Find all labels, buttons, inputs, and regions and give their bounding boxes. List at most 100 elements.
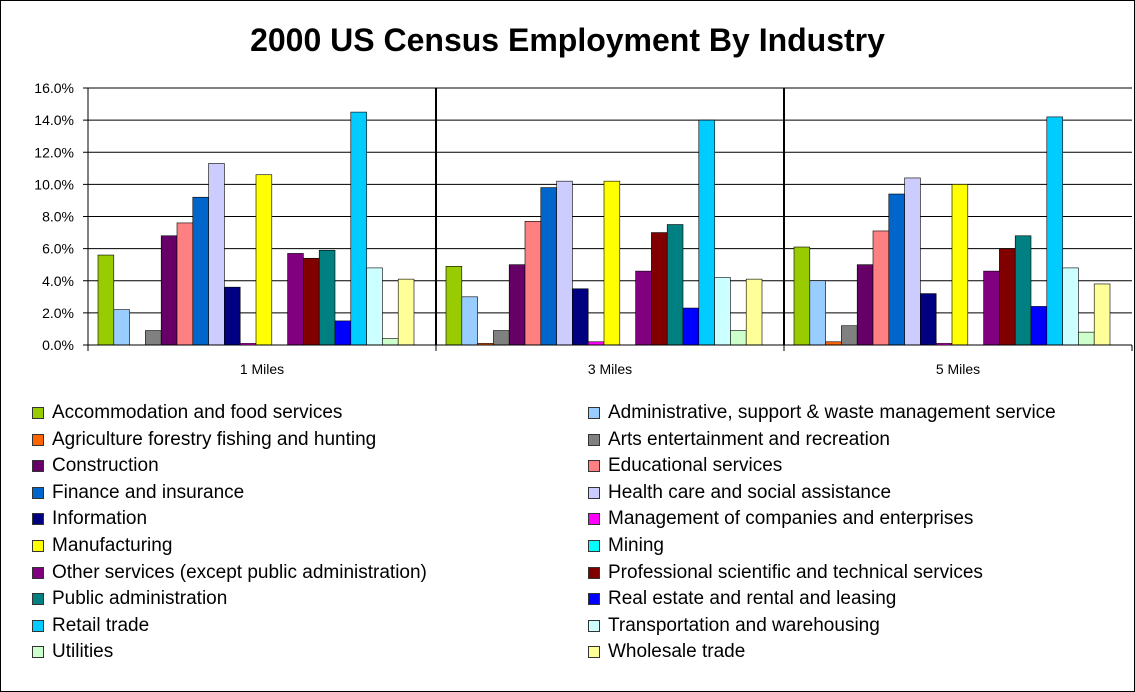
legend-label: Mining	[608, 535, 664, 556]
chart-title: 2000 US Census Employment By Industry	[250, 22, 885, 58]
bar	[160, 235, 178, 346]
legend-swatch	[32, 540, 44, 552]
legend-swatch	[588, 460, 600, 473]
legend-label: Agriculture forestry fishing and hunting	[52, 428, 377, 450]
legend-swatch	[588, 593, 600, 606]
legend-swatch	[32, 460, 44, 473]
y-tick-label: 0.0%	[42, 337, 74, 353]
bar	[904, 177, 921, 346]
legend-label: Public administration	[52, 588, 228, 610]
y-tick-label: 16.0%	[34, 80, 74, 96]
bar	[920, 293, 937, 346]
legend-swatch	[588, 486, 600, 499]
legend-swatch	[32, 407, 44, 419]
bar	[809, 280, 826, 346]
legend-label: Accommodation and food services	[52, 402, 343, 423]
x-tick-label: 5 Miles	[936, 361, 980, 377]
bar	[97, 254, 115, 346]
bar	[603, 180, 621, 346]
bar	[698, 119, 715, 346]
bar	[350, 111, 367, 346]
bar	[999, 248, 1016, 346]
legend-label: Health care and social assistance	[608, 481, 892, 503]
legend-swatch	[588, 433, 600, 446]
bar	[366, 267, 383, 346]
bar	[666, 224, 684, 346]
legend-swatch	[588, 566, 600, 579]
legend-swatch	[32, 433, 44, 446]
bars	[97, 111, 1111, 346]
legend-label: Other services (except public administra…	[52, 561, 427, 583]
y-tick-label: 10.0%	[34, 176, 74, 192]
legend-label: Retail trade	[52, 614, 150, 636]
axes: 0.0% 2.0% 4.0% 6.0% 8.0% 10.0% 12.0% 14.0% 16.0%…	[34, 80, 1133, 377]
legend-label: Real estate and rental and leasing	[608, 588, 897, 610]
bar	[745, 278, 763, 346]
bar	[255, 174, 273, 346]
legend-label: Transportation and warehousing	[608, 614, 880, 636]
bar	[841, 325, 858, 346]
legend-swatch	[588, 407, 600, 419]
legend-swatch	[32, 566, 44, 579]
legend-label: Administrative, support & waste manageme…	[608, 402, 1056, 423]
y-tick-label: 14.0%	[34, 112, 74, 128]
bar	[524, 221, 542, 346]
bar	[397, 278, 415, 346]
bar	[983, 270, 1000, 346]
x-tick-label: 3 Miles	[588, 361, 632, 377]
legend-label: Construction	[52, 455, 159, 477]
plot-area: 0.0% 2.0% 4.0% 6.0% 8.0% 10.0% 12.0% 14.0% 16.0%…	[34, 80, 1133, 377]
bar	[1030, 306, 1048, 346]
y-tick-label: 12.0%	[34, 144, 74, 160]
bar	[1093, 283, 1111, 346]
bar	[287, 253, 304, 346]
bar	[540, 187, 557, 346]
bar	[461, 296, 478, 346]
legend-label: Utilities	[52, 641, 114, 663]
y-tick-label: 6.0%	[42, 241, 74, 257]
legend-label: Professional scientific and technical se…	[608, 561, 983, 583]
legend-swatch	[588, 646, 600, 659]
legend-label: Finance and insurance	[52, 481, 245, 503]
bar	[888, 193, 905, 346]
bar	[145, 330, 162, 346]
legend-label: Information	[52, 508, 148, 530]
bar	[714, 277, 731, 346]
bar	[508, 264, 526, 346]
bar	[1078, 331, 1095, 346]
bar	[793, 246, 811, 346]
legend-swatch	[32, 593, 44, 606]
legend-swatch	[32, 486, 44, 499]
legend-label: Manufacturing	[52, 535, 173, 556]
bar	[572, 288, 589, 346]
legend-label: Management of companies and enterprises	[608, 508, 974, 530]
legend-swatch	[588, 513, 600, 526]
bar	[1046, 116, 1063, 346]
bar	[730, 330, 747, 346]
bar	[1014, 235, 1032, 346]
bar	[951, 184, 969, 346]
legend-swatch	[32, 513, 44, 526]
bar	[318, 249, 336, 346]
legend-label: Wholesale trade	[608, 641, 746, 663]
bar	[445, 265, 463, 346]
bar	[303, 257, 320, 346]
bar	[224, 286, 241, 346]
legend-swatch	[588, 619, 600, 632]
bar	[382, 338, 399, 346]
y-tick-label: 2.0%	[42, 305, 74, 321]
bar	[651, 232, 668, 346]
legend-label: Educational services	[608, 455, 783, 477]
y-tick-label: 8.0%	[42, 209, 74, 225]
bar	[856, 264, 874, 346]
legend-swatch	[32, 646, 44, 659]
bar	[334, 320, 352, 346]
bar	[113, 309, 130, 346]
bar	[635, 270, 652, 346]
y-tick-label: 4.0%	[42, 273, 74, 289]
bar	[1062, 267, 1079, 346]
legend-swatch	[32, 619, 44, 632]
bar	[556, 180, 573, 346]
bar	[208, 163, 225, 346]
